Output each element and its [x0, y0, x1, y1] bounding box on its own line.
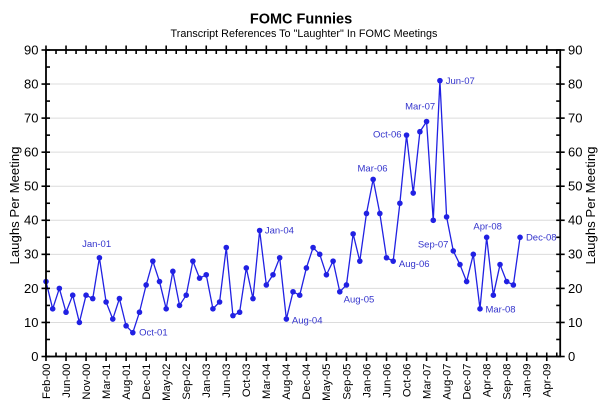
svg-text:Sep-07: Sep-07 — [418, 240, 449, 251]
svg-text:Dec-01: Dec-01 — [141, 364, 153, 400]
svg-text:40: 40 — [24, 213, 38, 228]
svg-text:Dec-07: Dec-07 — [461, 364, 473, 400]
svg-text:Mar-08: Mar-08 — [485, 304, 515, 315]
svg-text:Transcript References To "Laug: Transcript References To "Laughter" In F… — [171, 28, 439, 40]
svg-text:Aug-07: Aug-07 — [441, 364, 453, 400]
svg-text:0: 0 — [568, 349, 575, 364]
svg-text:Jun-03: Jun-03 — [221, 364, 233, 398]
svg-text:80: 80 — [568, 76, 582, 91]
svg-text:80: 80 — [24, 76, 38, 91]
svg-text:Oct-06: Oct-06 — [401, 364, 413, 398]
svg-text:Apr-09: Apr-09 — [542, 364, 554, 398]
svg-text:May-05: May-05 — [321, 364, 333, 401]
svg-text:Aug-05: Aug-05 — [344, 295, 375, 306]
svg-text:20: 20 — [568, 281, 582, 296]
svg-text:50: 50 — [568, 179, 582, 194]
svg-text:20: 20 — [24, 281, 38, 296]
svg-text:70: 70 — [24, 111, 38, 126]
svg-text:40: 40 — [568, 213, 582, 228]
svg-text:Apr-08: Apr-08 — [481, 364, 493, 398]
svg-text:Feb-00: Feb-00 — [41, 364, 53, 399]
svg-text:Oct-06: Oct-06 — [373, 130, 402, 141]
svg-text:50: 50 — [24, 179, 38, 194]
svg-text:Jan-01: Jan-01 — [82, 239, 111, 250]
svg-text:90: 90 — [24, 42, 38, 57]
svg-text:Aug-04: Aug-04 — [292, 315, 323, 326]
svg-text:30: 30 — [568, 247, 582, 262]
svg-text:Sep-02: Sep-02 — [181, 364, 193, 400]
svg-text:10: 10 — [24, 315, 38, 330]
svg-text:Mar-07: Mar-07 — [405, 102, 435, 113]
svg-text:30: 30 — [24, 247, 38, 262]
svg-text:Aug-06: Aug-06 — [399, 259, 430, 270]
svg-text:0: 0 — [31, 349, 38, 364]
svg-text:Jun-07: Jun-07 — [446, 76, 475, 87]
svg-text:Nov-00: Nov-00 — [81, 364, 93, 400]
svg-text:Jan-09: Jan-09 — [522, 364, 534, 398]
svg-text:Oct-01: Oct-01 — [139, 327, 168, 338]
svg-text:Aug-04: Aug-04 — [281, 364, 293, 400]
svg-text:Mar-06: Mar-06 — [358, 164, 388, 175]
svg-text:Jan-03: Jan-03 — [201, 364, 213, 398]
svg-text:Mar-01: Mar-01 — [101, 364, 113, 399]
svg-text:Mar-04: Mar-04 — [261, 364, 273, 399]
svg-text:Jun-00: Jun-00 — [61, 364, 73, 398]
svg-text:Dec-04: Dec-04 — [301, 364, 313, 400]
svg-text:May-02: May-02 — [161, 364, 173, 401]
svg-text:Apr-08: Apr-08 — [473, 222, 502, 233]
svg-text:Laughs Per Meeting: Laughs Per Meeting — [583, 146, 598, 264]
svg-text:Jun-06: Jun-06 — [381, 364, 393, 398]
svg-text:Sep-05: Sep-05 — [341, 364, 353, 400]
svg-text:Aug-01: Aug-01 — [121, 364, 133, 400]
svg-text:Jan-06: Jan-06 — [361, 364, 373, 398]
svg-text:Dec-08: Dec-08 — [526, 233, 557, 244]
svg-text:70: 70 — [568, 111, 582, 126]
svg-text:Sep-08: Sep-08 — [501, 364, 513, 400]
svg-text:Mar-07: Mar-07 — [421, 364, 433, 399]
svg-text:Oct-03: Oct-03 — [241, 364, 253, 398]
svg-text:90: 90 — [568, 42, 582, 57]
svg-text:60: 60 — [24, 145, 38, 160]
svg-text:FOMC Funnies: FOMC Funnies — [250, 11, 352, 27]
svg-text:60: 60 — [568, 145, 582, 160]
svg-text:Jan-04: Jan-04 — [265, 225, 294, 236]
svg-text:Laughs Per Meeting: Laughs Per Meeting — [7, 146, 22, 264]
svg-text:10: 10 — [568, 315, 582, 330]
